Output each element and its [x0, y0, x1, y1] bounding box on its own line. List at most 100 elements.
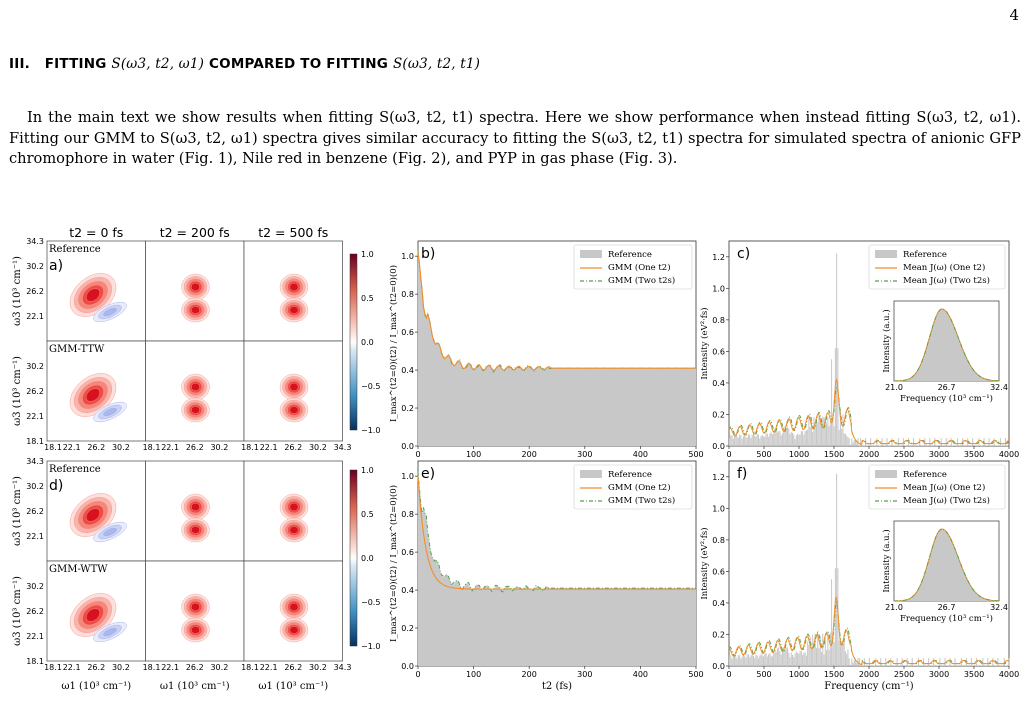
- row-label: GMM-WTW: [49, 564, 108, 575]
- row-label: GMM-TTW: [49, 344, 105, 355]
- spectral-ytick: 1.2: [712, 473, 725, 482]
- inset-reference-area: [894, 529, 999, 601]
- decay-xtick: 400: [633, 670, 648, 679]
- row-label: Reference: [49, 244, 101, 255]
- decay-ytick: 0.8: [401, 510, 414, 519]
- spectral-xtick: 1500: [824, 670, 844, 679]
- xtick-2d: 18.1: [44, 443, 62, 452]
- spectral-legend: [868, 244, 1006, 290]
- mean-j-one-t2-line: [728, 596, 1010, 666]
- ylabel-2d: ω3 (10³ cm⁻¹): [12, 356, 23, 426]
- ytick-2d: 26.2: [26, 387, 44, 396]
- ytick-2d: 18.1: [26, 657, 44, 666]
- ytick-2d: 22.1: [26, 312, 44, 321]
- decay-legend-entry: GMM (Two t2s): [608, 495, 675, 506]
- panel-letter-a: a): [49, 258, 63, 274]
- ytick-2d: 18.1: [26, 437, 44, 446]
- xtick-2d: 34.3: [334, 663, 352, 672]
- xtick-2d: 22.1: [260, 443, 278, 452]
- colorbar-tick: −0.5: [361, 598, 380, 607]
- colorbar-tick: 0.5: [361, 294, 374, 303]
- gmm-one-t2-line: [417, 476, 696, 590]
- decay-ytick: 1.0: [401, 472, 414, 481]
- row-label: Reference: [49, 464, 101, 475]
- decay-ylabel: I_max^(t2=0)(t2) / I_max^(t2=0)(0): [388, 265, 399, 422]
- colorbar: [349, 469, 358, 647]
- contour-positive: [69, 273, 117, 317]
- inset-xtick: 26.7: [938, 603, 956, 612]
- spectral-xtick: 500: [756, 670, 771, 679]
- decay-ytick: 0.0: [401, 442, 414, 451]
- decay-xtick: 0: [415, 450, 420, 459]
- xtick-2d: 30.2: [309, 663, 327, 672]
- contour-peak-lower: [279, 617, 309, 643]
- contour-peak-upper: [181, 493, 210, 521]
- spectral-ytick: 0.4: [712, 379, 725, 388]
- colorbar-tick: 0.5: [361, 510, 374, 519]
- spectral-xtick: 3500: [964, 670, 984, 679]
- spectral-legend: [868, 464, 1006, 510]
- xtick-2d: 26.2: [186, 443, 204, 452]
- reference-area: [418, 252, 696, 446]
- decay-xtick: 400: [633, 450, 648, 459]
- spectral-legend-entry: Reference: [903, 250, 947, 260]
- inset-xtick: 26.7: [938, 383, 956, 392]
- xtick-2d: 18.1: [44, 663, 62, 672]
- ytick-2d: 30.2: [26, 582, 44, 591]
- colorbar-tick: −1.0: [361, 426, 380, 435]
- spectral-xtick: 4000: [999, 670, 1019, 679]
- spectral-xtick: 2000: [859, 450, 879, 459]
- ylabel-2d: ω3 (10³ cm⁻¹): [12, 476, 23, 546]
- spectral-ytick: 0.6: [712, 567, 725, 576]
- spectral-xtick: 1500: [824, 450, 844, 459]
- xtick-2d: 18.1: [143, 443, 161, 452]
- contour-peak-upper: [181, 273, 210, 301]
- xtick-2d: 30.2: [210, 663, 228, 672]
- mean-j-one-t2-line: [728, 378, 1010, 446]
- column-header: t2 = 500 fs: [258, 225, 328, 240]
- decay-ytick: 0.2: [401, 404, 414, 413]
- ytick-2d: 26.2: [26, 607, 44, 616]
- decay-ytick: 0.0: [401, 662, 414, 671]
- spectral-ytick: 0.2: [712, 630, 725, 639]
- mean-j-two-t2s-line: [728, 601, 1010, 666]
- inset-reference-area: [894, 309, 999, 381]
- decay-legend-entry: Reference: [608, 470, 652, 480]
- decay-ytick: 0.6: [401, 548, 414, 557]
- spectral-ytick: 1.0: [712, 284, 725, 293]
- xtick-2d: 18.1: [143, 663, 161, 672]
- section-title-a: FITTING: [44, 56, 112, 72]
- spectral-legend-entry: Mean J(ω) (One t2): [903, 262, 985, 273]
- decay-ytick: 0.4: [401, 366, 414, 375]
- spectral-legend-entry: Mean J(ω) (One t2): [903, 482, 985, 493]
- contour-peak-lower: [279, 397, 309, 423]
- inset-xlabel: Frequency (10³ cm⁻¹): [900, 613, 993, 624]
- decay-legend-entry: GMM (Two t2s): [608, 275, 675, 286]
- page-number: 4: [1009, 6, 1019, 24]
- contour-peak-upper: [181, 373, 210, 401]
- contour-positive: [69, 593, 117, 637]
- spectral-xtick: 3000: [929, 670, 949, 679]
- decay-xtick: 100: [466, 670, 481, 679]
- xtick-2d: 26.2: [186, 663, 204, 672]
- xtick-2d: 26.2: [284, 443, 302, 452]
- ytick-2d: 30.2: [26, 362, 44, 371]
- colorbar: [349, 253, 358, 431]
- ylabel-2d: ω3 (10³ cm⁻¹): [12, 576, 23, 646]
- panel-letter: c): [737, 246, 750, 262]
- inset-xtick: 32.4: [990, 603, 1008, 612]
- gmm-two-t2s-line: [417, 471, 696, 593]
- body-paragraph: In the main text we show results when fi…: [9, 108, 1021, 170]
- ytick-2d: 26.2: [26, 287, 44, 296]
- spectral-xtick: 4000: [999, 450, 1019, 459]
- spectral-legend-entry: Mean J(ω) (Two t2s): [903, 495, 990, 506]
- spectral-xtick: 3500: [964, 450, 984, 459]
- gmm-one-t2-line: [417, 252, 696, 371]
- decay-xtick: 200: [522, 450, 537, 459]
- inset-xlabel: Frequency (10³ cm⁻¹): [900, 393, 993, 404]
- decay-legend-entry: GMM (One t2): [608, 262, 671, 273]
- decay-xtick: 500: [688, 670, 703, 679]
- colorbar-tick: 0.0: [361, 338, 374, 347]
- colorbar-tick: −1.0: [361, 642, 380, 651]
